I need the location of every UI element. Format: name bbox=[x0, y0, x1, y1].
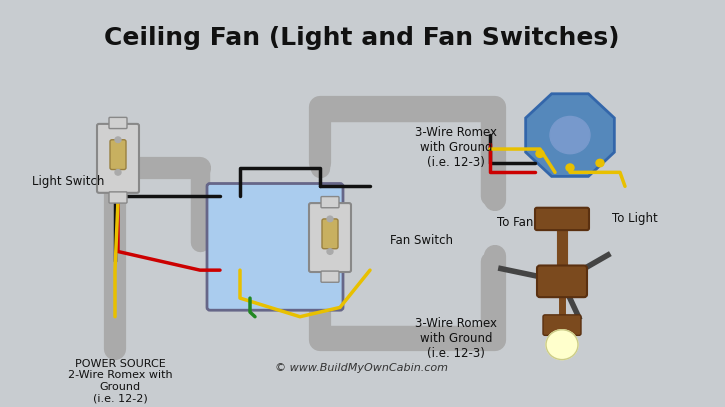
FancyBboxPatch shape bbox=[97, 124, 139, 193]
Circle shape bbox=[546, 330, 578, 359]
FancyBboxPatch shape bbox=[109, 117, 127, 129]
Circle shape bbox=[596, 159, 604, 167]
Text: POWER SOURCE
2-Wire Romex with
Ground
(i.e. 12-2): POWER SOURCE 2-Wire Romex with Ground (i… bbox=[67, 359, 173, 403]
Circle shape bbox=[566, 164, 574, 171]
FancyBboxPatch shape bbox=[207, 184, 343, 310]
Circle shape bbox=[536, 150, 544, 158]
FancyBboxPatch shape bbox=[535, 208, 589, 230]
Polygon shape bbox=[526, 94, 614, 176]
Text: Ceiling Fan (Light and Fan Switches): Ceiling Fan (Light and Fan Switches) bbox=[104, 26, 620, 50]
FancyBboxPatch shape bbox=[109, 192, 127, 203]
FancyBboxPatch shape bbox=[322, 219, 338, 249]
FancyBboxPatch shape bbox=[321, 197, 339, 208]
FancyBboxPatch shape bbox=[537, 265, 587, 297]
FancyBboxPatch shape bbox=[321, 271, 339, 282]
Circle shape bbox=[550, 116, 590, 154]
Text: © www.BuildMyOwnCabin.com: © www.BuildMyOwnCabin.com bbox=[276, 363, 449, 373]
Circle shape bbox=[327, 249, 333, 254]
Circle shape bbox=[115, 170, 121, 175]
Circle shape bbox=[115, 137, 121, 142]
Text: 3-Wire Romex
with Ground
(i.e. 12-3): 3-Wire Romex with Ground (i.e. 12-3) bbox=[415, 317, 497, 360]
FancyBboxPatch shape bbox=[543, 315, 581, 335]
Text: 3-Wire Romex
with Ground
(i.e. 12-3): 3-Wire Romex with Ground (i.e. 12-3) bbox=[415, 126, 497, 169]
Text: To Light: To Light bbox=[612, 212, 658, 225]
FancyBboxPatch shape bbox=[110, 140, 126, 170]
Circle shape bbox=[327, 216, 333, 222]
Text: Fan Switch: Fan Switch bbox=[390, 234, 453, 247]
Text: Light Switch: Light Switch bbox=[32, 175, 104, 188]
Text: To Fan: To Fan bbox=[497, 216, 533, 229]
FancyBboxPatch shape bbox=[309, 203, 351, 272]
